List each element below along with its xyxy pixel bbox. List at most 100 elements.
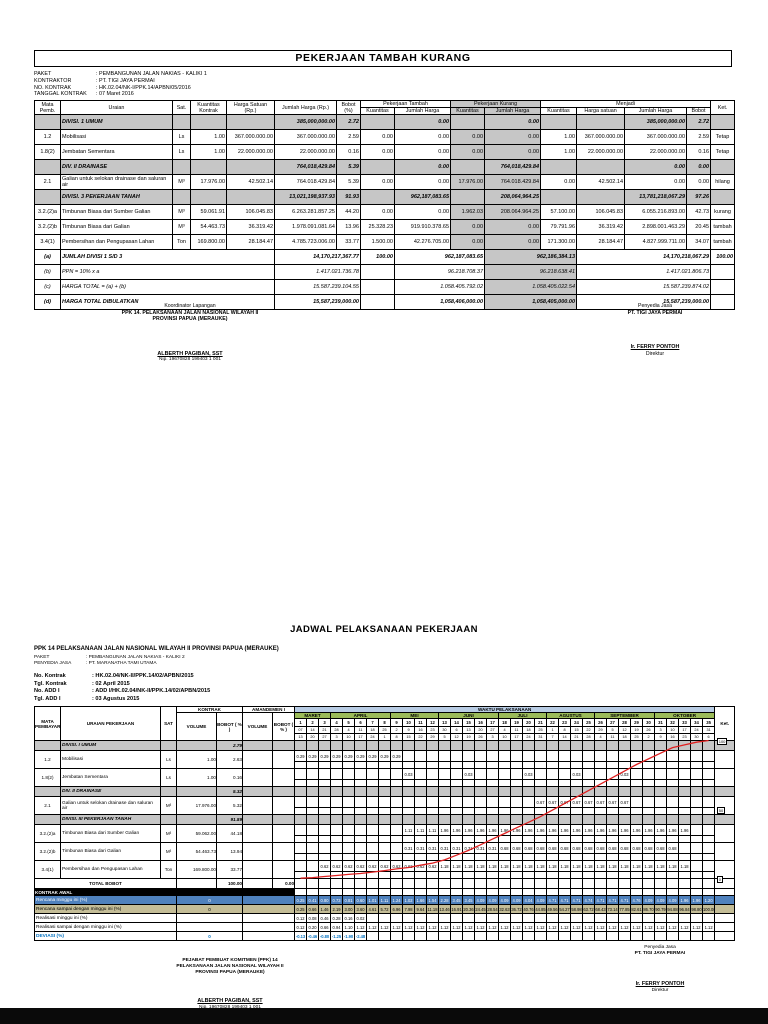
monitor-value-cell: 63.72: [582, 904, 596, 914]
week-value-cell: [306, 824, 320, 836]
week-cell: [462, 761, 476, 769]
week-cell: [642, 779, 656, 787]
week-value-cell: [630, 750, 644, 762]
week-value-cell: [510, 750, 524, 762]
week-cell: [630, 786, 644, 797]
week-value-cell: [378, 796, 392, 808]
signature-name: Ir. FERRY PONTOH: [630, 344, 680, 350]
week-number: 24: [570, 718, 584, 727]
week-value-cell: 1.96: [474, 824, 488, 836]
week-start-date: 28: [330, 726, 344, 734]
week-cell: [522, 853, 536, 861]
col-kurang-kuantitas: Kuantitas: [450, 107, 486, 115]
week-value-cell: [306, 860, 320, 872]
schedule-contract-meta: No. Kontrak: HK.02.04/NK-II/PPK.14/02/AP…: [34, 673, 210, 703]
cell-mata: 3.4(1): [34, 234, 61, 250]
col-amd-volume: VOLUME: [242, 712, 273, 741]
cell-menjadi-bobot: [710, 279, 736, 295]
week-value-cell: [462, 796, 476, 808]
week-end-date: 3: [486, 733, 500, 741]
week-start-date: 4: [342, 726, 356, 734]
monitor-value-cell: 0.66: [306, 904, 320, 914]
cell-kurang-kuantitas: [450, 189, 486, 205]
week-value-cell: 0.31: [414, 842, 428, 854]
monitor-zero: 0: [176, 904, 243, 914]
week-cell: [474, 740, 488, 751]
week-cell: [498, 807, 512, 815]
week-value-cell: 0.62: [390, 860, 404, 872]
monitor-value-cell: 1.12: [498, 922, 512, 932]
monitor-value-cell: 7.98: [402, 904, 416, 914]
week-value-cell: [606, 768, 620, 780]
week-cell: [510, 878, 524, 889]
week-cell: [582, 786, 596, 797]
cell-mata: 2.1: [34, 174, 61, 190]
cell-ket: [714, 824, 736, 843]
week-value-cell: 1.18: [642, 860, 656, 872]
week-end-date: 9: [654, 733, 668, 741]
cell-menjadi: 15,587,239,000.00: [576, 294, 712, 310]
cell-jumlah: 1.417.021.736.78: [274, 264, 361, 280]
cell-ket: [714, 786, 736, 797]
week-cell: [438, 888, 452, 896]
week-cell: [642, 871, 656, 879]
week-value-cell: 0.31: [402, 842, 416, 854]
col-tambah-jumlah: Jumlah Harga: [393, 107, 452, 115]
monitor-value-cell: 4.61: [366, 904, 380, 914]
monitor-value-cell: [486, 931, 500, 941]
week-cell: [594, 853, 608, 861]
week-cell: [330, 878, 344, 889]
monitor-value-cell: 0.41: [306, 895, 320, 905]
week-cell: [318, 878, 332, 889]
cell-volume: 17.976.00: [176, 796, 217, 815]
week-cell: [522, 786, 536, 797]
week-value-cell: [486, 768, 500, 780]
cell-amd-volume: [242, 824, 273, 843]
week-number: 29: [630, 718, 644, 727]
week-end-date: 21: [570, 733, 584, 741]
week-value-cell: [462, 750, 476, 762]
cell-bobot: 91.89: [216, 814, 243, 825]
week-cell: [546, 871, 560, 879]
week-value-cell: 0.03: [402, 768, 416, 780]
signature-nip: Nip. 19670828 199403 1 001: [159, 357, 221, 363]
meta-label: Tgl. ADD I: [34, 695, 61, 702]
week-value-cell: [666, 750, 680, 762]
cell-menjadi-bobot: 0.00: [686, 159, 712, 175]
week-cell: [510, 761, 524, 769]
cell-menjadi-harga-satuan: 22.000.000.00: [576, 144, 626, 160]
week-cell: [534, 888, 548, 896]
week-value-cell: [402, 750, 416, 762]
week-value-cell: [438, 796, 452, 808]
cell-menjadi-kuantitas: [540, 159, 578, 175]
monitor-value-cell: [510, 931, 524, 941]
week-cell: [642, 878, 656, 889]
week-cell: [378, 888, 392, 896]
week-value-cell: 0.31: [438, 842, 452, 854]
week-value-cell: 0.62: [378, 860, 392, 872]
week-cell: [690, 835, 704, 843]
week-cell: [342, 888, 356, 896]
cell-bobot: 2.72: [336, 114, 361, 130]
cell-tambah-kuantitas: [360, 114, 395, 130]
monitor-value-cell: 1.54: [426, 895, 440, 905]
week-value-cell: [594, 768, 608, 780]
week-cell: [630, 807, 644, 815]
week-value-cell: 0.31: [474, 842, 488, 854]
week-cell: [378, 814, 392, 825]
week-cell: [546, 786, 560, 797]
week-value-cell: [678, 842, 692, 854]
week-cell: [462, 814, 476, 825]
week-cell: [702, 786, 716, 797]
col-tambah-kuantitas: Kuantitas: [360, 107, 395, 115]
week-end-date: 27: [318, 733, 332, 741]
week-cell: [558, 835, 572, 843]
cell-ket: tambah: [710, 234, 736, 250]
cell-menjadi-bobot: 34.07: [686, 234, 712, 250]
monitor-value-cell: [378, 913, 392, 923]
cell-harga-satuan: [226, 159, 275, 175]
cell-kurang-kuantitas: [450, 159, 486, 175]
summary-row: (a) JUMLAH DIVISI 1 S/D 3 14,170,217,367.7…: [34, 249, 736, 265]
cell-sat: [172, 189, 191, 205]
week-cell: [342, 835, 356, 843]
